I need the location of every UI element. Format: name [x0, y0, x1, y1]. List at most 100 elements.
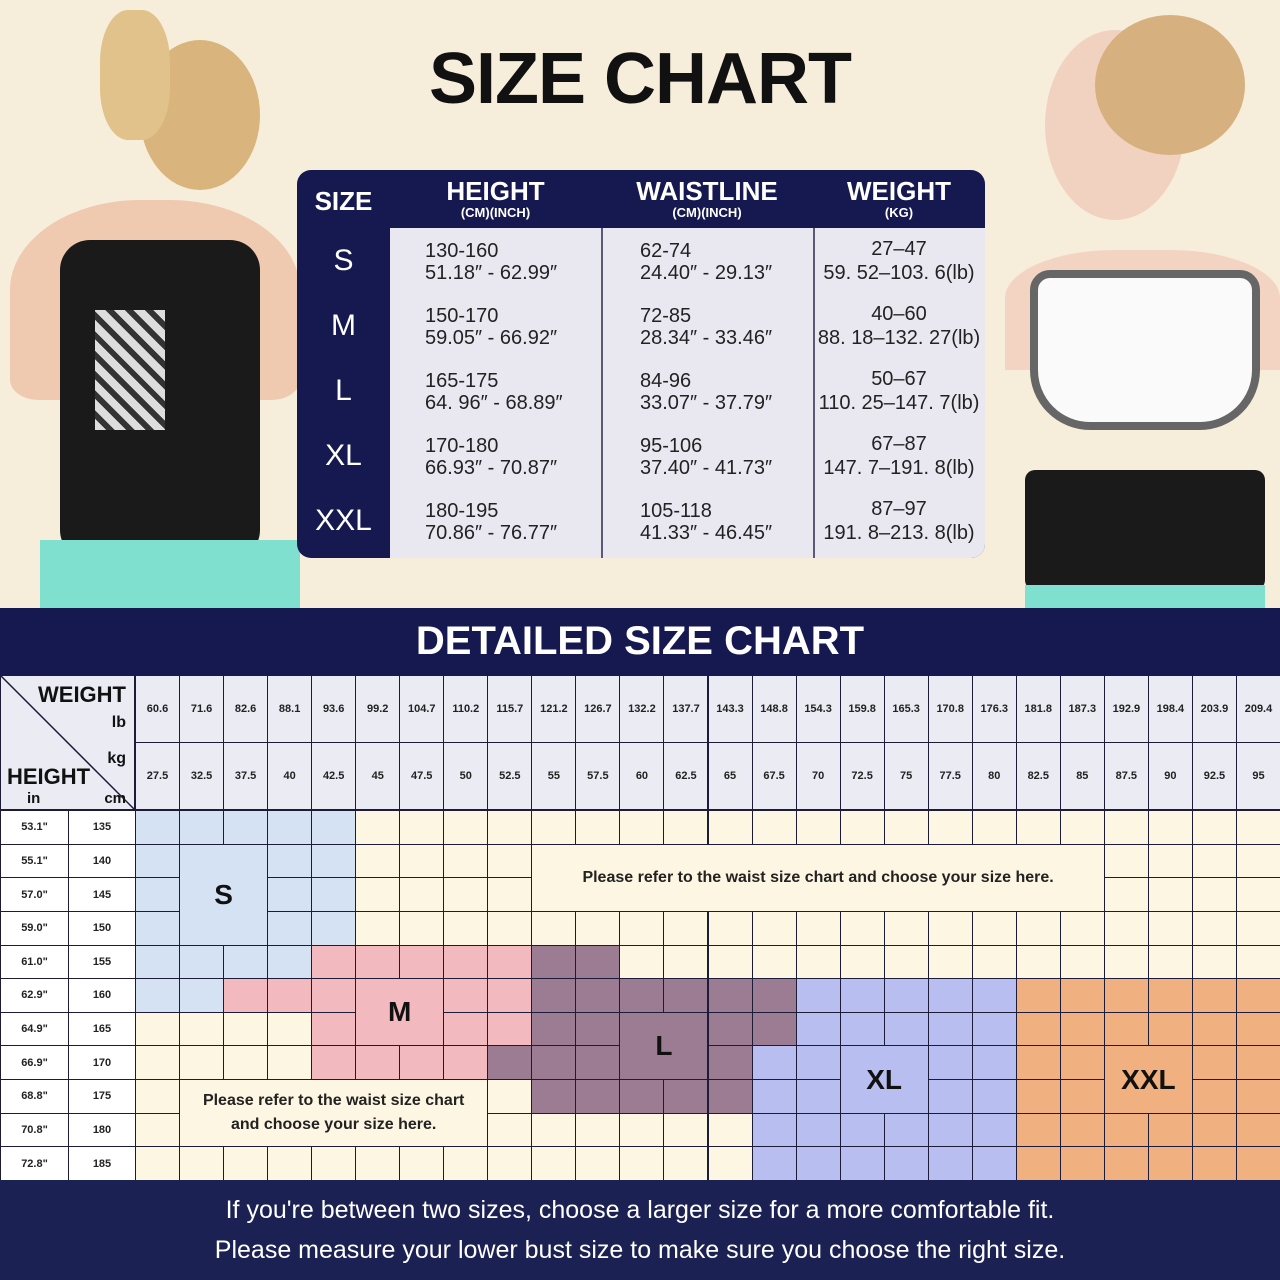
weight-lb-header: 159.8 [839, 675, 885, 743]
waist-in: 28.34″ - 33.46″ [640, 327, 773, 349]
weight-lb: 59. 52–103. 6(lb) [823, 262, 975, 284]
model-front-photo [985, 0, 1280, 608]
waist-cm: 84-96 [640, 370, 692, 392]
grid-cell [267, 944, 313, 980]
height-in-label: 72.8" [0, 1146, 69, 1181]
grid-cell [1191, 1011, 1237, 1047]
grid-cell [531, 978, 577, 1013]
grid-cell [795, 978, 841, 1013]
grid-cell [839, 978, 885, 1013]
grid-cell [971, 944, 1017, 980]
column-header: WEIGHT (KG) [813, 170, 985, 228]
weight-lb-header: 104.7 [399, 675, 445, 743]
grid-cell [1191, 1112, 1237, 1148]
grid-cell [575, 1045, 621, 1081]
grid-cell [883, 944, 929, 980]
height-in: 59.05″ - 66.92″ [425, 327, 558, 349]
weight-lb: 110. 25–147. 7(lb) [818, 392, 980, 414]
grid-cell [1103, 843, 1149, 879]
grid-cell [267, 1011, 313, 1047]
column-header-unit: (KG) [884, 205, 914, 220]
grid-cell [223, 1011, 269, 1047]
grid-cell [839, 1146, 885, 1181]
weight-kg-header: 72.5 [839, 742, 885, 810]
grid-cell [751, 1011, 797, 1047]
grid-cell [355, 1146, 401, 1181]
height-in-label: 57.0" [0, 877, 69, 912]
weight-lb-header: 198.4 [1147, 675, 1193, 743]
grid-cell [839, 1011, 885, 1047]
grid-cell [927, 978, 973, 1013]
weight-kg-header: 70 [795, 742, 841, 810]
grid-cell [311, 1045, 357, 1081]
grid-cell [355, 944, 401, 980]
weight-lb-header: 93.6 [311, 675, 357, 743]
grid-cell [1191, 944, 1237, 980]
grid-cell [355, 810, 401, 845]
detailed-size-grid: WEIGHT lb kg HEIGHT in cm 60.6 27.5 71.6 32.5 82.6… [0, 675, 1280, 1181]
column-header-title: WAISTLINE [636, 176, 778, 206]
grid-cell [971, 1011, 1017, 1047]
grid-cell [487, 1146, 533, 1181]
grid-cell [267, 978, 313, 1013]
weight-kg-header: 27.5 [135, 742, 181, 810]
grid-cell [883, 810, 929, 845]
grid-cell [883, 1146, 929, 1181]
grid-cell [751, 810, 797, 845]
detailed-size-chart-title: DETAILED SIZE CHART [0, 608, 1280, 675]
grid-cell [663, 978, 709, 1013]
grid-cell [311, 944, 357, 980]
grid-cell [971, 1112, 1017, 1148]
grid-cell [707, 810, 753, 845]
column-header-title: WEIGHT [847, 176, 951, 206]
grid-cell [179, 1045, 225, 1081]
grid-cell [1059, 1011, 1105, 1047]
grid-cell [311, 810, 357, 845]
height-in: 66.93″ - 70.87″ [425, 457, 558, 479]
grid-cell [443, 910, 489, 946]
grid-cell [179, 810, 225, 845]
grid-cell [135, 1146, 181, 1181]
grid-cell [619, 978, 665, 1013]
weight-lb-header: 115.7 [487, 675, 533, 743]
grid-cell [1147, 877, 1193, 912]
weight-lb-header: 60.6 [135, 675, 181, 743]
grid-cell [1147, 978, 1193, 1013]
weight-lb-header: 187.3 [1059, 675, 1105, 743]
grid-cell [707, 910, 753, 946]
weight-kg-header: 55 [531, 742, 577, 810]
grid-cell [1015, 978, 1061, 1013]
grid-cell [927, 1146, 973, 1181]
grid-cell [311, 978, 357, 1013]
grid-cell [575, 1112, 621, 1148]
grid-cell [135, 944, 181, 980]
weight-kg-header: 62.5 [663, 742, 709, 810]
weight-kg-header: 40 [267, 742, 313, 810]
grid-cell [619, 1146, 665, 1181]
corner-label-weight: WEIGHT [38, 682, 126, 707]
grid-cell [971, 1079, 1017, 1114]
grid-cell [971, 1146, 1017, 1181]
waist-in: 24.40″ - 29.13″ [640, 262, 773, 284]
grid-cell [707, 1011, 753, 1047]
grid-cell [663, 1079, 709, 1114]
grid-cell [135, 1045, 181, 1081]
grid-cell [927, 910, 973, 946]
grid-cell [971, 810, 1017, 845]
grid-cell [619, 1079, 665, 1114]
weight-lb-header: 88.1 [267, 675, 313, 743]
grid-cell [707, 1146, 753, 1181]
grid-cell [531, 944, 577, 980]
grid-cell [399, 910, 445, 946]
grid-cell [1059, 1045, 1105, 1081]
weight-kg-header: 32.5 [179, 742, 225, 810]
grid-cell [1059, 1112, 1105, 1148]
waist-in: 33.07″ - 37.79″ [640, 392, 773, 414]
waist-in: 41.33″ - 46.45″ [640, 522, 773, 544]
grid-cell [619, 1112, 665, 1148]
model-back-photo [0, 0, 300, 608]
grid-cell [399, 843, 445, 879]
grid-cell [1015, 810, 1061, 845]
waist-cm: 105-118 [640, 500, 712, 522]
grid-cell [1059, 978, 1105, 1013]
